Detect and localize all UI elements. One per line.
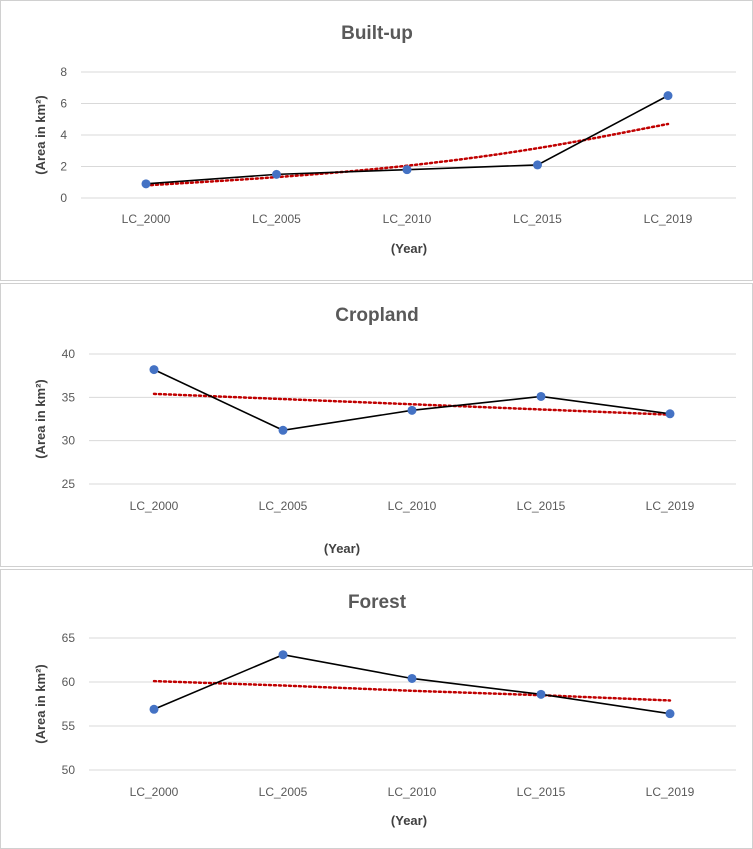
builtup-y-axis-label: (Area in km²): [33, 95, 48, 174]
cropland-trendline: [152, 392, 672, 416]
cropland-y-tick-label: 30: [62, 434, 76, 448]
cropland-x-tick-label: LC_2015: [517, 499, 566, 513]
forest-chart-panel: Forest 50 55 60 65 LC_2000 LC_2005 LC_2010 LC_20…: [0, 569, 753, 849]
builtup-chart-panel: Built-up 0 2 4 6 8 LC_2000 LC_2005 LC_2010 LC_201…: [0, 0, 753, 281]
builtup-data-point: [272, 169, 281, 179]
forest-x-tick-label: LC_2000: [130, 785, 179, 799]
cropland-data-point: [407, 405, 417, 415]
builtup-data-point: [533, 160, 542, 170]
builtup-data-point: [402, 165, 412, 175]
builtup-y-tick-label: 8: [60, 65, 67, 79]
forest-data-point: [536, 689, 546, 699]
forest-x-tick-label: LC_2005: [259, 785, 308, 799]
cropland-y-tick-label: 25: [62, 477, 76, 491]
cropland-chart-panel: Cropland 25 30 35 40 LC_2000 LC_2005 LC_2010 LC_…: [0, 283, 753, 567]
builtup-x-tick-label: LC_2019: [644, 212, 693, 226]
cropland-x-tick-label: LC_2000: [130, 499, 179, 513]
builtup-y-tick-label: 0: [60, 191, 67, 205]
builtup-x-tick-label: LC_2015: [513, 212, 562, 226]
cropland-chart-title: Cropland: [335, 305, 418, 326]
builtup-data-point: [141, 179, 151, 189]
cropland-data-point: [665, 409, 675, 419]
cropland-data-point: [278, 425, 288, 435]
builtup-x-axis-label: (Year): [391, 241, 427, 256]
forest-data-point: [278, 650, 288, 660]
cropland-x-tick-label: LC_2019: [646, 499, 695, 513]
builtup-x-tick-label: LC_2005: [252, 212, 301, 226]
forest-x-axis-label: (Year): [391, 813, 427, 828]
builtup-y-tick-label: 6: [60, 97, 67, 111]
forest-x-tick-label: LC_2010: [388, 785, 437, 799]
forest-trendline: [152, 679, 672, 702]
cropland-y-tick-label: 40: [62, 347, 76, 361]
cropland-x-axis-label: (Year): [324, 541, 360, 556]
forest-chart-title: Forest: [348, 592, 407, 613]
cropland-data-point: [149, 365, 159, 375]
cropland-series-line: [153, 368, 671, 432]
builtup-x-tick-label: LC_2000: [122, 212, 171, 226]
forest-data-point: [407, 673, 417, 683]
builtup-trendline: [144, 122, 670, 187]
forest-y-tick-label: 50: [62, 763, 76, 777]
forest-data-point: [665, 709, 675, 719]
forest-x-tick-label: LC_2019: [646, 785, 695, 799]
forest-y-axis-label: (Area in km²): [33, 664, 48, 743]
forest-data-point: [149, 704, 159, 714]
cropland-data-point: [536, 391, 546, 401]
builtup-data-point: [663, 91, 673, 101]
forest-y-tick-label: 55: [62, 719, 76, 733]
forest-y-tick-label: 60: [62, 675, 76, 689]
forest-y-tick-label: 65: [62, 631, 76, 645]
cropland-chart: Cropland 25 30 35 40 LC_2000 LC_2005 LC_2010 LC_…: [33, 305, 736, 556]
cropland-x-tick-label: LC_2010: [388, 499, 437, 513]
forest-chart: Forest 50 55 60 65 LC_2000 LC_2005 LC_2010 LC_20…: [33, 592, 736, 828]
builtup-x-tick-label: LC_2010: [383, 212, 432, 226]
cropland-y-axis-label: (Area in km²): [33, 379, 48, 458]
builtup-y-tick-label: 2: [60, 160, 67, 174]
cropland-y-tick-label: 35: [62, 390, 76, 404]
forest-x-tick-label: LC_2015: [517, 785, 566, 799]
builtup-chart: Built-up 0 2 4 6 8 LC_2000 LC_2005 LC_2010 LC_201…: [33, 23, 736, 256]
builtup-chart-title: Built-up: [341, 23, 413, 44]
cropland-x-tick-label: LC_2005: [259, 499, 308, 513]
builtup-y-tick-label: 4: [60, 128, 67, 142]
